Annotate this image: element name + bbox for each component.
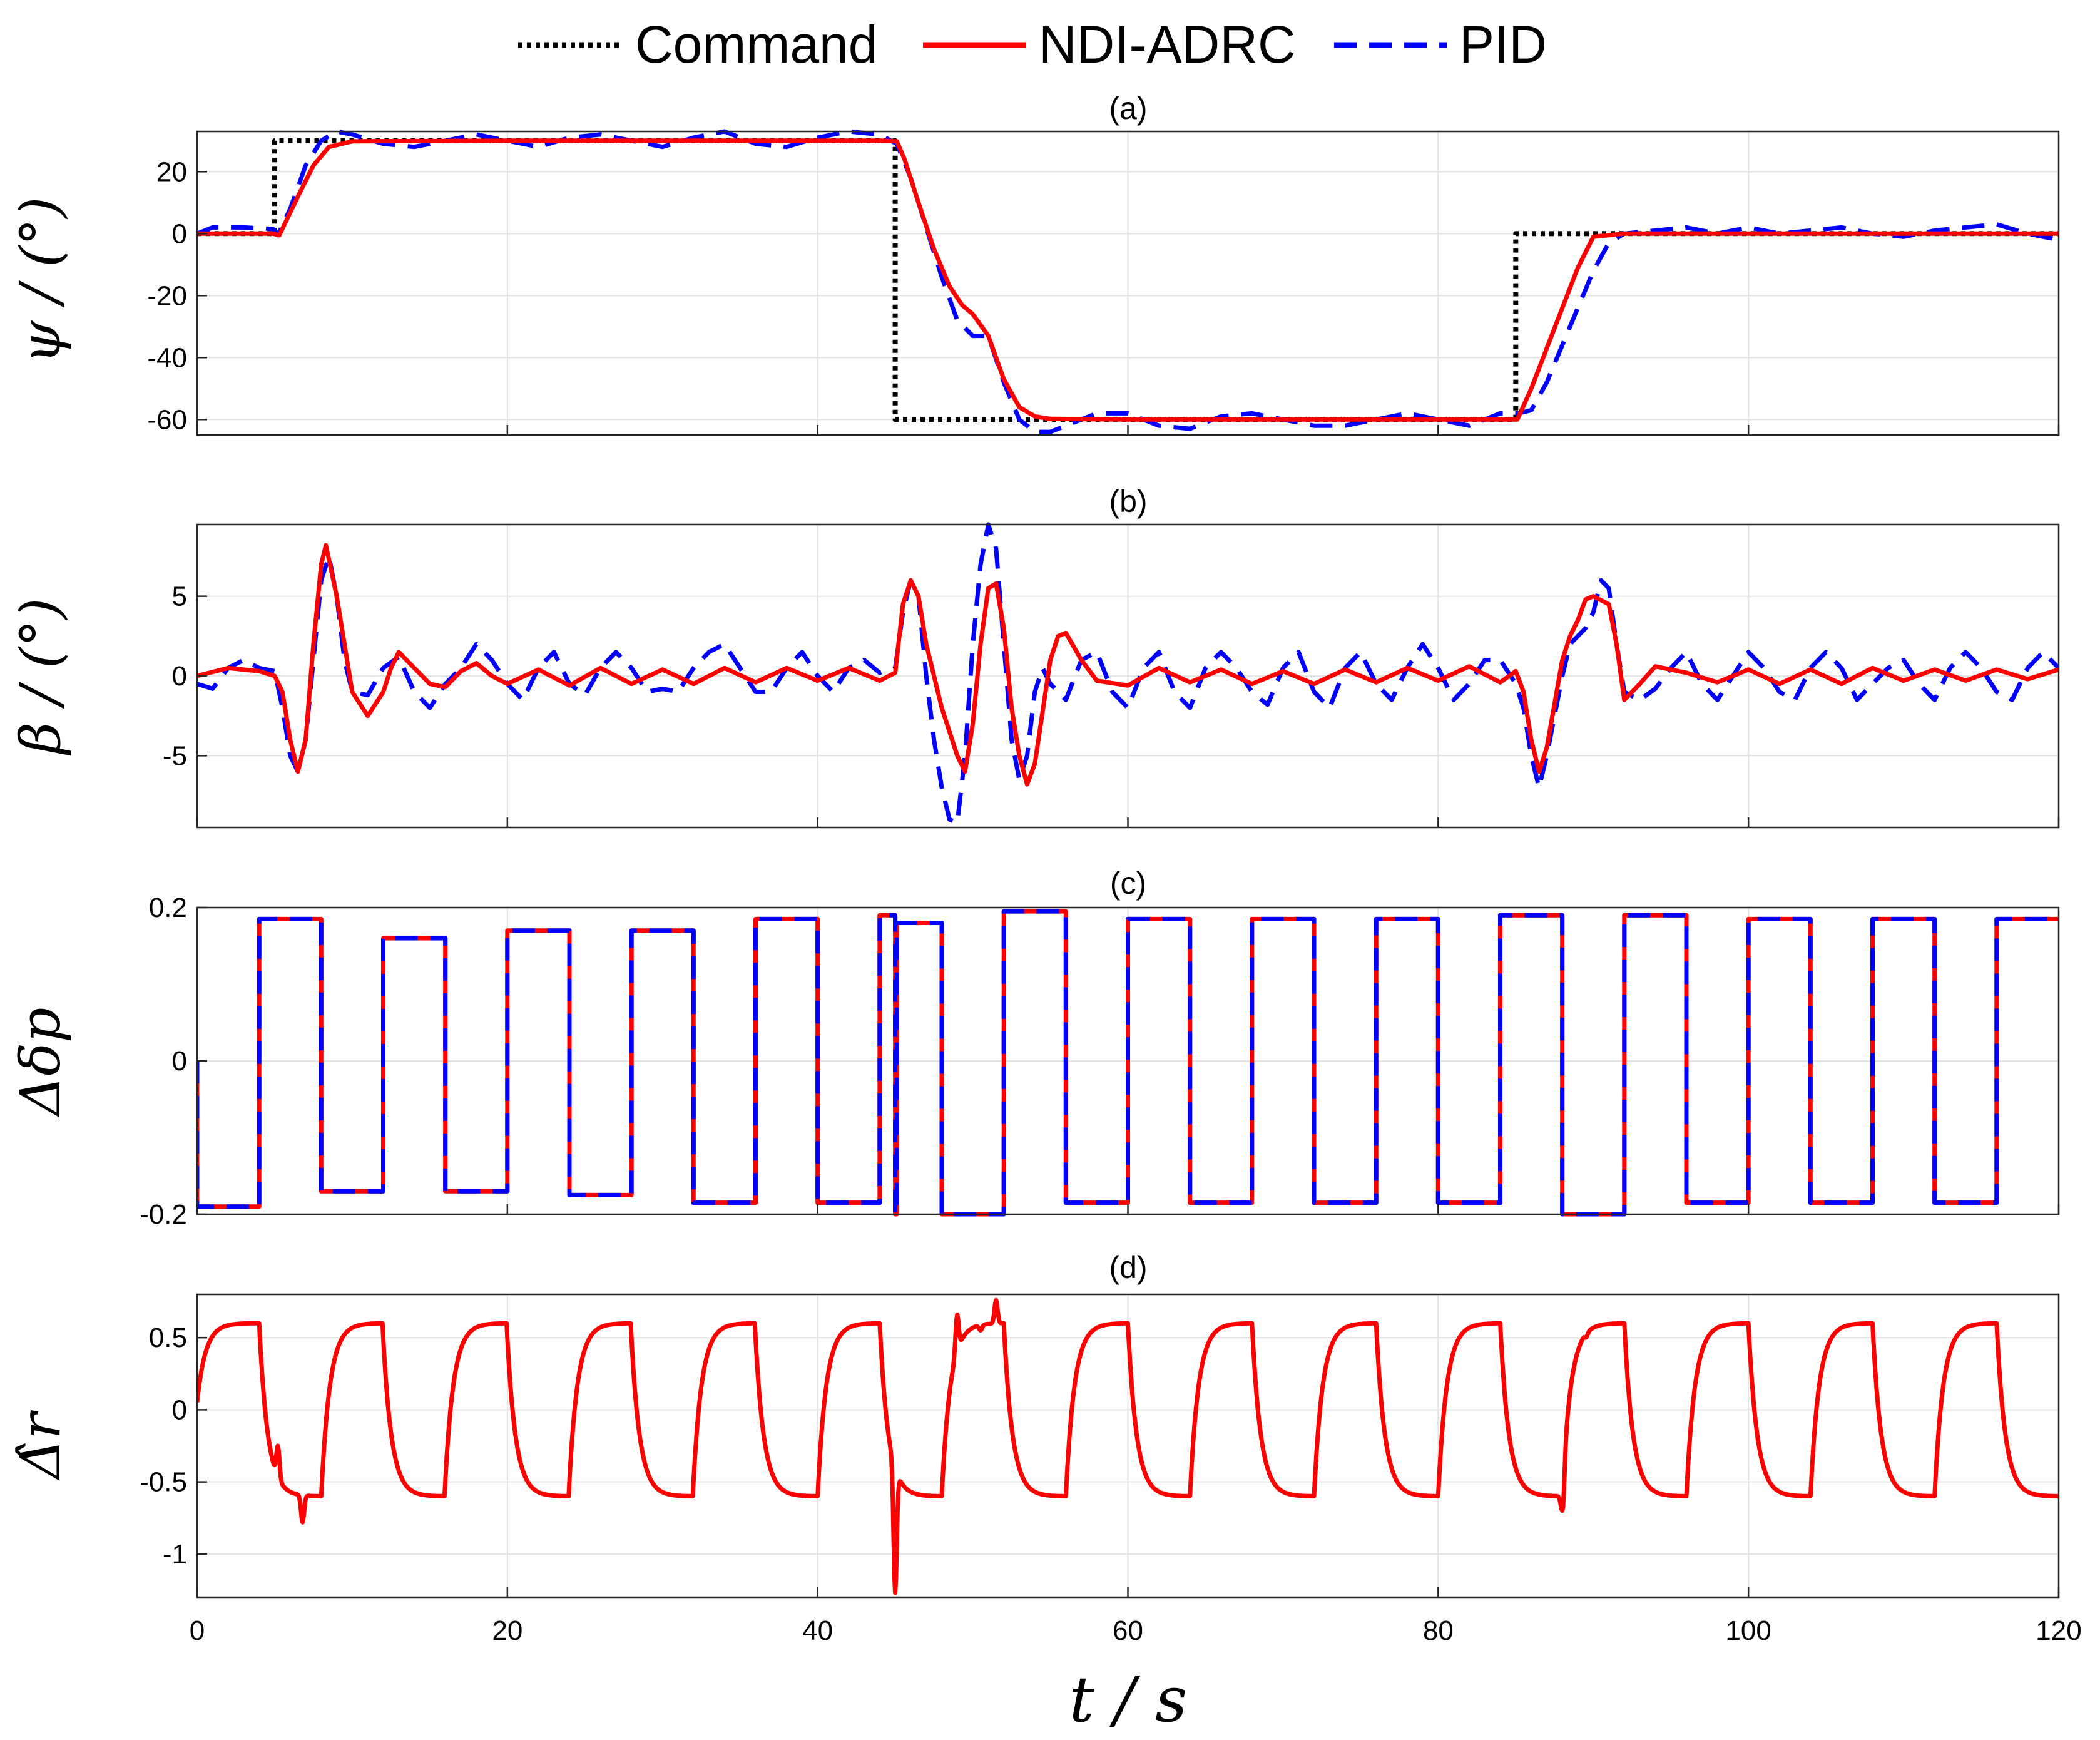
- y-tick-label: 0: [172, 1046, 187, 1077]
- x-axis-label: t / s: [1069, 1663, 1188, 1736]
- subplot-a-ylabel: ψ / (°): [8, 197, 73, 364]
- subplot-d: (d) 0.5 0 -0.5 -1 Δ̂r 0 20 40 60 80 100 120: [8, 1250, 2082, 1646]
- legend-pid-label: PID: [1459, 15, 1547, 74]
- subplot-c: (c) 0.2 0 -0.2 Δδp: [8, 866, 2060, 1230]
- subplot-c-ylabel-text: Δδp: [8, 1008, 73, 1118]
- y-tick-label: -20: [147, 280, 187, 311]
- x-tick-label: 20: [492, 1615, 522, 1646]
- subplot-d-y-ticks: 0.5 0 -0.5 -1: [140, 1323, 207, 1570]
- subplot-b-ylabel-text: β / (°): [8, 598, 73, 755]
- series-ndi-adrc-a: [197, 138, 2059, 422]
- x-tick-label: 100: [1725, 1615, 1771, 1646]
- series-command-a: [197, 138, 2059, 422]
- subplot-c-y-ticks: 0.2 0 -0.2: [140, 893, 207, 1230]
- subplot-c-ylabel: Δδp: [8, 1008, 73, 1118]
- series-pid-c: [197, 909, 2059, 1217]
- subplot-d-axes-frame: [196, 1293, 2060, 1599]
- x-tick-label: 0: [190, 1615, 205, 1646]
- y-tick-label: -0.5: [140, 1467, 187, 1498]
- y-tick-label: 0: [172, 661, 187, 692]
- subplot-d-series: [197, 1297, 2059, 1595]
- axes-box-d: [196, 1293, 2060, 1599]
- axes-box-a: [196, 130, 2060, 436]
- subplot-d-ylabel: Δ̂r: [8, 1410, 73, 1481]
- x-tick-label: 120: [2036, 1615, 2081, 1646]
- subplot-d-ylabel-text: Δ̂r: [8, 1410, 73, 1481]
- legend-ndi-adrc-label: NDI-ADRC: [1039, 15, 1296, 74]
- subplot-b-y-ticks: 5 0 -5: [163, 581, 207, 771]
- subplot-c-series: [197, 909, 2059, 1217]
- series-pid-a: [197, 129, 2059, 434]
- y-tick-label: 0.5: [149, 1323, 187, 1353]
- subplot-a-axes-frame: [196, 130, 2060, 436]
- y-tick-label: -40: [147, 342, 187, 373]
- subplot-c-title: (c): [1110, 866, 1146, 901]
- subplot-a-series: [197, 129, 2059, 434]
- y-tick-label: 20: [156, 156, 187, 187]
- y-tick-label: -5: [163, 740, 187, 771]
- y-tick-label: 5: [172, 581, 187, 612]
- y-tick-label: 0: [172, 1395, 187, 1425]
- y-tick-label: 0.2: [149, 893, 187, 923]
- series-pid-b: [197, 522, 2059, 825]
- x-tick-labels: 0 20 40 60 80 100 120: [190, 1615, 2082, 1646]
- subplot-d-title: (d): [1109, 1250, 1147, 1285]
- x-tick-label: 80: [1423, 1615, 1454, 1646]
- legend: Command NDI-ADRC PID: [518, 15, 1547, 74]
- subplot-b-ylabel: β / (°): [8, 598, 73, 755]
- subplot-a: (a) 20 0 -20 -40 -60 ψ / (°): [8, 91, 2060, 436]
- subplot-a-title: (a): [1109, 91, 1147, 126]
- y-tick-label: -0.2: [140, 1199, 187, 1230]
- x-tick-label: 40: [802, 1615, 833, 1646]
- subplot-b: (b) 5 0 -5 β / (°): [8, 484, 2060, 829]
- y-tick-label: 0: [172, 218, 187, 249]
- subplot-b-title: (b): [1109, 484, 1147, 519]
- series-ndi-adrc-d: [197, 1297, 2059, 1595]
- legend-command-label: Command: [635, 15, 877, 74]
- subplot-a-ylabel-text: ψ / (°): [8, 197, 73, 364]
- subplot-a-y-ticks: 20 0 -20 -40 -60: [147, 156, 207, 435]
- y-tick-label: -60: [147, 404, 187, 435]
- x-tick-label: 60: [1113, 1615, 1143, 1646]
- series-ndi-adrc-b: [197, 543, 2059, 787]
- y-tick-label: -1: [163, 1539, 187, 1570]
- subplot-b-series: [197, 522, 2059, 825]
